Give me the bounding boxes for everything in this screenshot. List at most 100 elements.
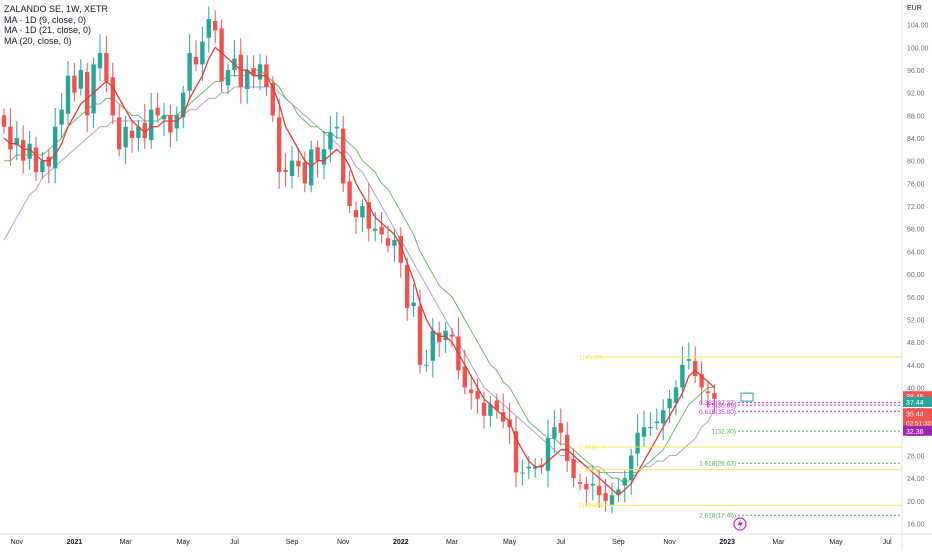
y-tick-label: 68.00 [907, 227, 925, 234]
candle-body [693, 361, 698, 377]
ma-fast-line [3, 46, 715, 496]
price-label-text: 32.36 [906, 429, 924, 436]
candle-body [289, 160, 295, 177]
candle-body [21, 140, 26, 161]
ma-mid-path [4, 69, 715, 485]
y-tick-label: 84.00 [907, 136, 925, 143]
x-tick-label: Jul [883, 539, 892, 546]
y-tick-label: 60.00 [907, 272, 925, 279]
candle-body [78, 70, 83, 89]
fib-upper-label: 1(45.37) [579, 355, 603, 362]
x-tick-label: Nov [663, 539, 676, 546]
candle-body [257, 64, 263, 80]
candle-body [91, 64, 96, 114]
fib-lower-levels[interactable]: 0.382(37.37)0.5(36.89)0.618(35.80) 1(32.3… [699, 392, 902, 520]
candle-body [366, 202, 371, 229]
candle-body [597, 485, 602, 496]
candle-body [552, 427, 557, 439]
candle-body [97, 53, 103, 69]
fib-lower-label: 1(32.30) [712, 429, 736, 436]
candle-body [117, 117, 122, 150]
candle-body [635, 432, 640, 454]
candle-body [33, 147, 39, 173]
x-tick-label: 2021 [67, 539, 83, 546]
y-tick-label: 20.00 [907, 499, 925, 506]
candle-body [430, 330, 435, 361]
x-tick-label: Sep [612, 539, 625, 546]
candle-body [315, 147, 320, 161]
candle-body [270, 83, 275, 116]
y-tick-label: 28.00 [907, 453, 925, 460]
ma-slow-path [3, 86, 715, 473]
x-tick-label: Jul [556, 539, 565, 546]
candle-body [680, 364, 685, 388]
fib-lower-label: 0.618(35.80) [699, 409, 736, 416]
candle-body [219, 28, 224, 82]
candle-body [72, 75, 77, 93]
candle-body [251, 68, 256, 76]
candle-body [46, 156, 51, 167]
ma-slow-line [3, 86, 715, 473]
candle-body [712, 393, 717, 399]
y-tick-label: 80.00 [907, 159, 925, 166]
price-label-box [903, 408, 932, 429]
flash-icon[interactable] [733, 517, 747, 531]
candle-body [225, 70, 231, 86]
x-tick-label: Mar [772, 539, 785, 546]
candle-body [136, 126, 141, 139]
candle-body [411, 302, 416, 307]
candle-body [347, 181, 352, 207]
time-axis[interactable]: Nov 2021 Mar May Jul Sep Nov 2022 Mar May Jul Sep No… [0, 533, 932, 546]
price-label-box [903, 391, 932, 402]
candle-body [385, 238, 391, 246]
candle-body [501, 412, 506, 422]
candle-body [296, 160, 301, 167]
countdown-text: 02:51:35 [906, 420, 932, 427]
candle-body [577, 482, 583, 484]
candle-body [59, 109, 64, 125]
candle-body [449, 334, 455, 337]
price-label-box [903, 425, 932, 436]
candle-body [373, 228, 378, 231]
candle-body [283, 170, 288, 173]
legend-ma-3[interactable]: MA (20, close, 0) [4, 35, 72, 46]
candle-body [213, 20, 218, 31]
candle-body [686, 359, 691, 361]
candle-body [526, 466, 531, 469]
candle-body [353, 210, 359, 218]
x-tick-label: 2022 [393, 539, 409, 546]
candle-body [14, 138, 19, 146]
candle-body [699, 374, 704, 388]
x-tick-label: 2023 [719, 539, 735, 546]
candle-body [181, 92, 186, 118]
candle-body [110, 77, 115, 116]
candle-body [475, 391, 480, 399]
candle-body [609, 495, 615, 505]
x-tick-label: May [829, 539, 843, 546]
candle-body [334, 126, 339, 129]
x-tick-label: Nov [11, 539, 24, 546]
candle-body [590, 483, 595, 486]
candle-body [584, 483, 589, 490]
y-tick-label: 64.00 [907, 249, 925, 256]
candle-body [309, 149, 314, 186]
candle-body [238, 54, 243, 88]
candle-body [142, 122, 147, 139]
x-tick-label: Jul [230, 539, 239, 546]
y-tick-label: 40.00 [907, 385, 925, 392]
price-axis[interactable]: 16.0020.0024.0028.0032.0036.0040.0044.00… [901, 0, 929, 550]
legend-symbol[interactable]: ZALANDO SE, 1W, XETR [4, 4, 109, 14]
candle-body [571, 459, 576, 479]
candle-body [168, 115, 173, 133]
y-tick-label: 76.00 [907, 181, 925, 188]
ma-fast-path [3, 46, 715, 496]
y-tick-label: 104.00 [907, 23, 929, 30]
x-tick-label: Mar [446, 539, 459, 546]
fib-upper-levels[interactable]: 1(45.37) 0.618(...) 0.382(...) 0(19.23) [579, 355, 902, 510]
price-label-text: 37.44 [906, 400, 924, 407]
legend-ma-2[interactable]: MA · 1D (21, close, 0) [4, 25, 92, 35]
candle-body [667, 398, 672, 409]
legend-ma-1[interactable]: MA · 1D (9, close, 0) [4, 14, 87, 25]
currency-label: EUR [907, 5, 922, 12]
